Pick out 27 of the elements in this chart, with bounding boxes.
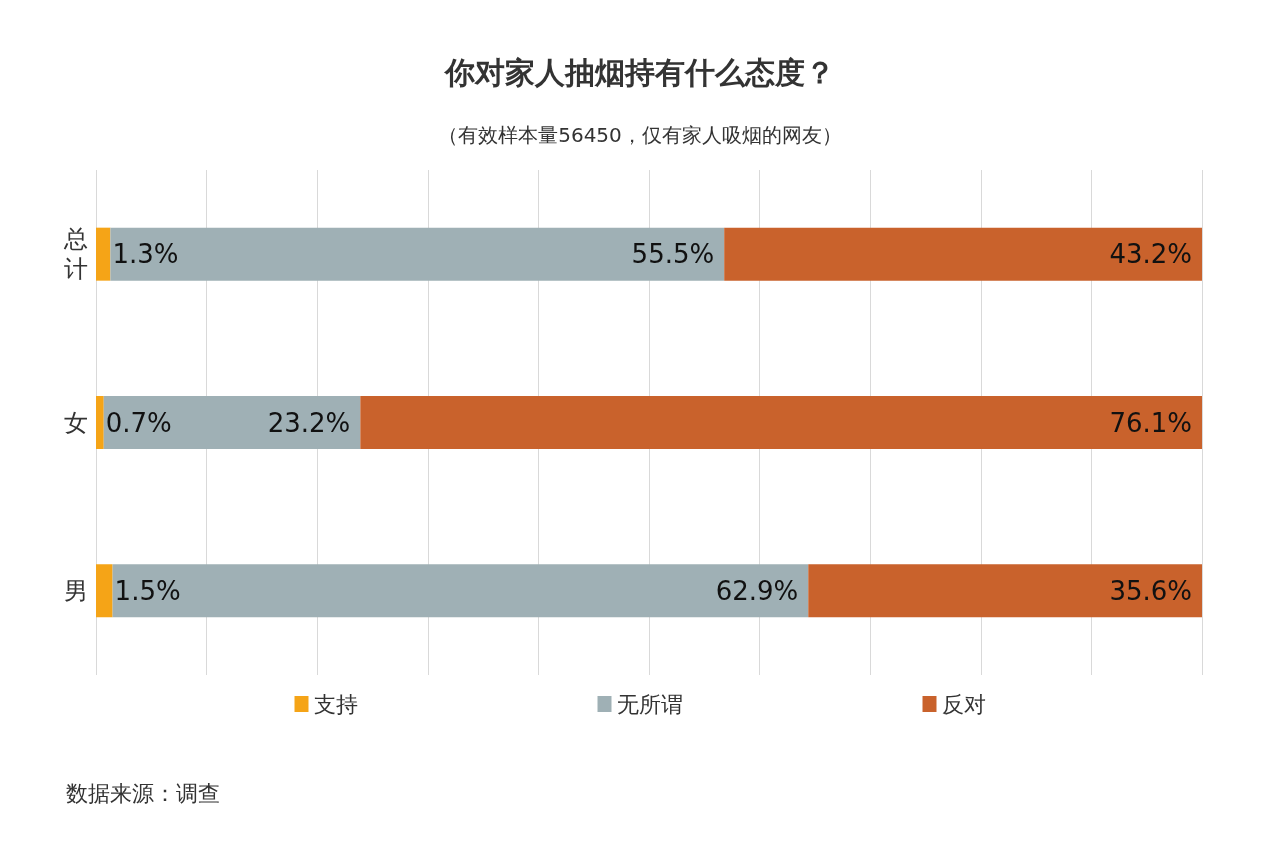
data-label: 76.1% xyxy=(1109,407,1192,438)
data-label: 35.6% xyxy=(1109,575,1192,606)
data-label: 43.2% xyxy=(1109,239,1192,270)
legend-label: 无所谓 xyxy=(616,691,683,717)
data-label: 1.5% xyxy=(114,575,181,606)
y-tick-label: 男 xyxy=(64,576,88,605)
data-label: 1.3% xyxy=(112,239,179,270)
data-label: 62.9% xyxy=(715,575,799,606)
bar xyxy=(103,396,361,449)
bar xyxy=(360,396,1202,449)
source-note: 数据来源：调查 xyxy=(66,780,220,806)
bar xyxy=(110,227,725,281)
bar xyxy=(724,227,1202,281)
data-label: 55.5% xyxy=(631,239,715,270)
legend-label: 支持 xyxy=(313,691,358,717)
y-tick-label: 女 xyxy=(64,408,88,437)
bar xyxy=(96,227,111,281)
y-tick-label: 总计 xyxy=(63,225,88,284)
chart-title: 你对家人抽烟持有什么态度？ xyxy=(443,54,835,90)
bar xyxy=(808,564,1202,618)
bar xyxy=(96,564,113,618)
bar xyxy=(112,564,809,618)
data-label: 0.7% xyxy=(105,407,172,438)
chart-subtitle: （有效样本量56450，仅有家人吸烟的网友） xyxy=(438,123,842,147)
data-label: 23.2% xyxy=(267,407,351,438)
legend-label: 反对 xyxy=(941,691,986,717)
bar xyxy=(96,396,104,449)
